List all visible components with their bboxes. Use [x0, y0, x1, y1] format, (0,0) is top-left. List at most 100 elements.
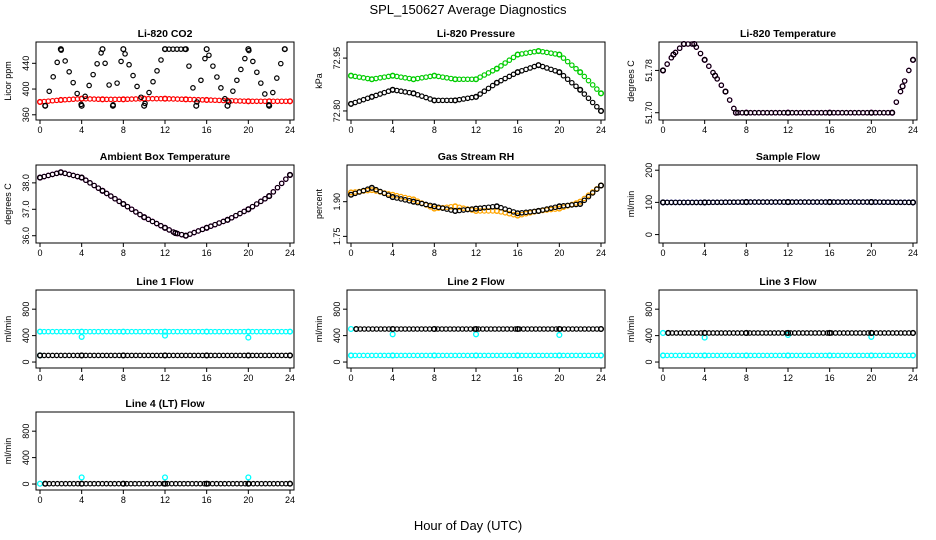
data-series [347, 62, 605, 115]
y-tick-label: 200 [644, 163, 654, 178]
data-point [286, 480, 294, 487]
data-point [452, 207, 459, 214]
data-point [146, 89, 152, 96]
y-axis-label: degrees C [626, 60, 636, 102]
data-series [347, 182, 605, 217]
data-point [161, 480, 169, 487]
y-axis-label: degrees C [3, 183, 13, 225]
y-tick-label: 400 [332, 328, 342, 343]
data-point [577, 86, 584, 93]
data-point [90, 71, 96, 78]
data-point [128, 206, 135, 213]
data-point [281, 46, 288, 53]
data-point [194, 99, 200, 105]
y-tick-label: 72.95 [332, 47, 342, 70]
data-point [245, 474, 252, 481]
data-point [514, 69, 521, 76]
y-tick-label: 800 [21, 424, 31, 439]
data-point [573, 65, 579, 72]
y-axis-label: ml/min [314, 316, 324, 343]
data-point [472, 331, 480, 338]
data-point [826, 352, 833, 359]
chart-title: Sample Flow [756, 151, 821, 163]
data-point [697, 50, 704, 57]
data-point [141, 102, 148, 109]
data-point [70, 79, 76, 86]
data-point [472, 93, 480, 100]
chart-panel: Line 3 Flow ml/min 0 4 8 12 16 20 24 0 400 800 [626, 276, 918, 383]
data-point [472, 76, 480, 83]
data-series [665, 329, 917, 337]
data-point [245, 352, 252, 359]
data-point [556, 325, 563, 333]
data-point [868, 352, 875, 359]
data-point [78, 352, 85, 359]
data-point [50, 74, 56, 80]
data-point [202, 55, 208, 62]
x-tick-label: 20 [554, 248, 564, 258]
data-point [585, 77, 592, 84]
y-axis-label: percent [314, 188, 324, 219]
chart-panel: Li-820 Temperature degrees C 0 4 8 12 16 20 24 51… [626, 28, 918, 135]
data-series [42, 480, 294, 487]
data-point [556, 51, 563, 58]
data-point [514, 325, 521, 333]
data-series [36, 474, 252, 487]
data-point [95, 185, 102, 191]
data-point [659, 67, 667, 74]
x-tick-label: 4 [702, 248, 707, 258]
data-point [784, 352, 792, 359]
data-point [234, 77, 240, 84]
data-point [103, 190, 110, 197]
data-point [250, 58, 256, 65]
data-point [897, 88, 904, 95]
data-point [347, 72, 355, 79]
data-point [116, 198, 122, 205]
data-point [120, 96, 127, 103]
y-tick-label: 36.0 [21, 227, 31, 245]
x-tick-label: 16 [825, 248, 835, 258]
data-point [472, 325, 480, 333]
data-point [108, 193, 114, 199]
data-series [659, 352, 917, 359]
data-point [868, 109, 875, 116]
data-point [66, 68, 72, 75]
data-point [665, 329, 672, 337]
x-tick-label: 0 [348, 373, 353, 383]
data-point [203, 480, 210, 487]
y-tick-label: 100 [644, 195, 654, 210]
data-point [826, 199, 833, 206]
x-tick-label: 24 [596, 125, 606, 135]
data-point [277, 60, 284, 67]
data-point [36, 174, 44, 181]
data-series [659, 199, 917, 206]
data-point [452, 76, 459, 83]
data-point [389, 72, 396, 79]
data-point [286, 352, 294, 359]
data-point [347, 191, 355, 198]
chart-title: Li-820 CO2 [138, 28, 193, 40]
data-point [102, 60, 108, 67]
y-tick-label: 38.0 [21, 174, 31, 192]
data-point [899, 83, 906, 90]
data-point [743, 199, 750, 206]
data-point [249, 203, 256, 210]
x-tick-label: 8 [121, 495, 126, 505]
data-point [472, 352, 480, 359]
chart-panel: Li-820 CO2 Licor ppm 0 4 8 12 16 20 24 360 400 440 [3, 28, 295, 135]
data-point [701, 199, 708, 206]
data-point [597, 325, 605, 333]
data-point [122, 51, 128, 57]
data-point [718, 82, 725, 89]
data-point [137, 211, 143, 218]
data-point [134, 83, 140, 90]
data-point [743, 109, 750, 116]
data-point [182, 232, 189, 239]
x-tick-label: 0 [348, 248, 353, 258]
data-point [826, 109, 833, 116]
chart-panel: Li-820 Pressure kPa 0 4 8 12 16 20 24 72.80 72.95 [314, 28, 606, 135]
data-point [514, 210, 521, 217]
y-tick-label: 800 [644, 302, 654, 317]
data-point [242, 55, 248, 62]
data-point [161, 95, 169, 102]
